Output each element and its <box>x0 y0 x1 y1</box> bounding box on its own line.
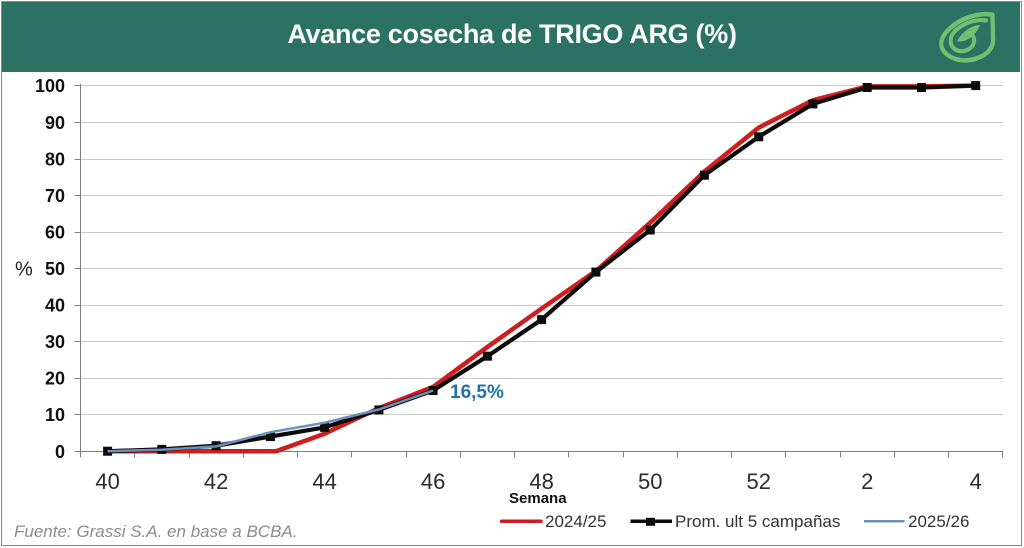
svg-text:Semana: Semana <box>509 490 567 507</box>
svg-text:2: 2 <box>861 469 873 494</box>
svg-text:30: 30 <box>45 332 65 352</box>
svg-text:44: 44 <box>312 469 336 494</box>
svg-text:46: 46 <box>421 469 445 494</box>
svg-text:Prom. ult 5 campañas: Prom. ult 5 campañas <box>675 512 840 531</box>
svg-text:52: 52 <box>746 469 770 494</box>
svg-text:0: 0 <box>55 442 65 462</box>
svg-text:100: 100 <box>35 76 65 96</box>
svg-text:70: 70 <box>45 186 65 206</box>
svg-text:2025/26: 2025/26 <box>908 512 969 531</box>
svg-text:%: % <box>15 259 33 281</box>
svg-text:50: 50 <box>45 259 65 279</box>
svg-text:40: 40 <box>45 296 65 316</box>
svg-text:80: 80 <box>45 150 65 170</box>
svg-text:2024/25: 2024/25 <box>545 512 606 531</box>
svg-text:60: 60 <box>45 223 65 243</box>
svg-text:40: 40 <box>95 469 119 494</box>
svg-text:42: 42 <box>204 469 228 494</box>
svg-text:4: 4 <box>970 469 982 494</box>
svg-text:48: 48 <box>529 469 553 494</box>
svg-text:50: 50 <box>638 469 662 494</box>
svg-text:10: 10 <box>45 405 65 425</box>
svg-text:90: 90 <box>45 113 65 133</box>
svg-text:16,5%: 16,5% <box>450 382 504 403</box>
svg-text:20: 20 <box>45 369 65 389</box>
